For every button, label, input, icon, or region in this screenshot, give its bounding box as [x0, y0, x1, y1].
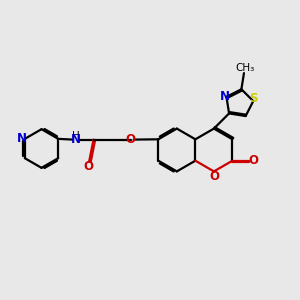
- Text: S: S: [249, 92, 257, 105]
- Text: N: N: [71, 133, 81, 146]
- Text: O: O: [126, 133, 136, 146]
- Text: O: O: [248, 154, 259, 167]
- Text: O: O: [209, 170, 219, 183]
- Text: CH₃: CH₃: [235, 63, 254, 73]
- Text: O: O: [83, 160, 93, 173]
- Text: H: H: [72, 131, 80, 141]
- Text: N: N: [17, 132, 27, 146]
- Text: N: N: [220, 90, 230, 104]
